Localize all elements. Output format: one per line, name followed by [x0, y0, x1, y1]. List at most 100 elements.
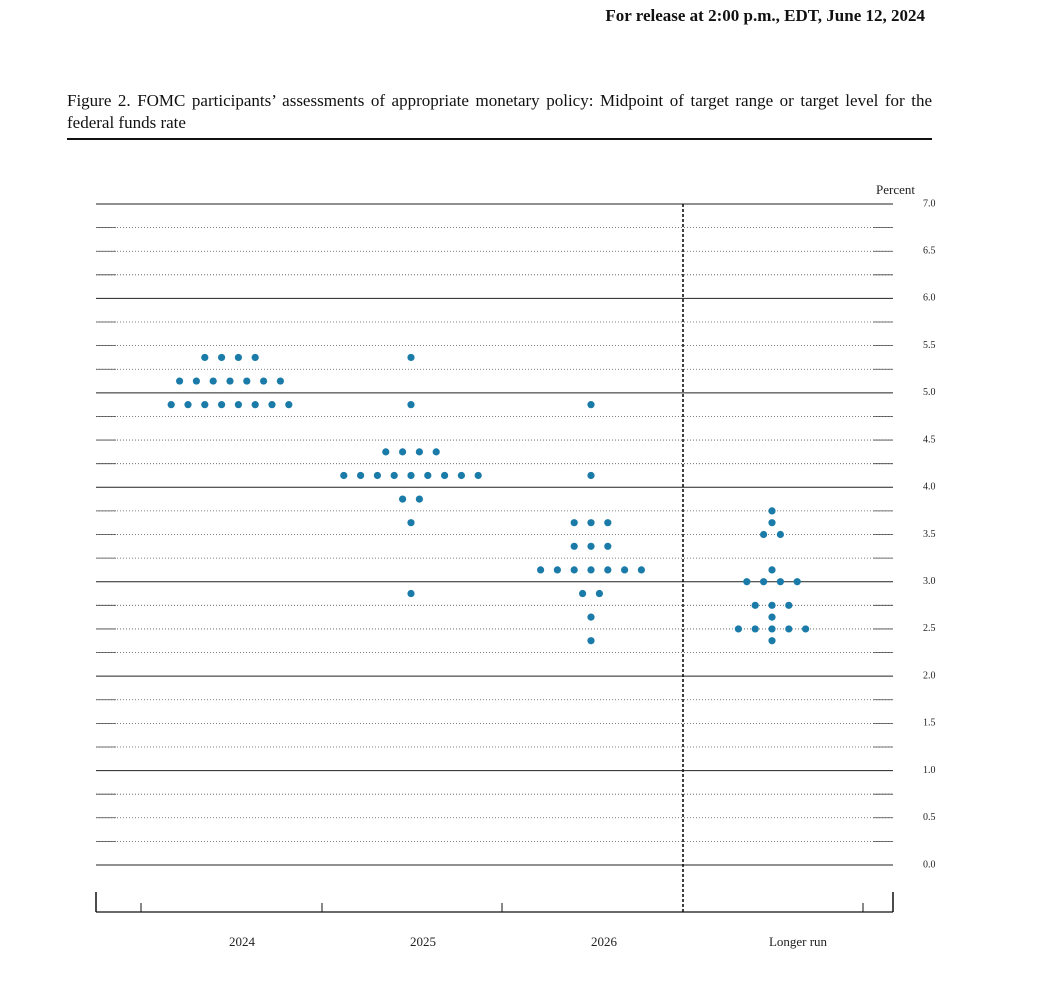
- dot: [743, 578, 751, 586]
- x-tick-label: 2024: [229, 934, 256, 949]
- y-tick-label: 6.0: [923, 293, 936, 304]
- dot: [776, 578, 785, 586]
- y-tick-label: 3.5: [923, 529, 936, 540]
- dot: [209, 377, 217, 385]
- dot: [373, 471, 381, 480]
- dot: [218, 353, 226, 362]
- dot: [587, 613, 595, 621]
- dot: [357, 471, 365, 480]
- dot: [184, 401, 192, 409]
- dot: [751, 625, 759, 633]
- dot: [415, 495, 423, 503]
- dot: [751, 601, 759, 609]
- dot: [407, 471, 415, 480]
- dot: [587, 542, 595, 550]
- y-tick-label: 0.0: [923, 859, 936, 870]
- dot: [234, 401, 242, 409]
- dot: [268, 401, 276, 409]
- dot: [587, 471, 595, 480]
- dot: [587, 637, 595, 645]
- dot: [251, 401, 259, 409]
- dot: [760, 578, 768, 586]
- dot: [415, 448, 423, 456]
- dot: [167, 401, 175, 409]
- dot: [621, 566, 629, 574]
- dot: [176, 377, 184, 385]
- dot: [399, 495, 407, 503]
- dot: [407, 353, 415, 362]
- dot: [553, 566, 562, 574]
- dot: [407, 519, 415, 527]
- dot: [768, 625, 776, 633]
- dot: [407, 589, 415, 598]
- dot: [570, 542, 578, 550]
- dot: [243, 377, 251, 385]
- dot: [793, 578, 801, 586]
- y-tick-label: 5.5: [923, 340, 936, 351]
- dot: [768, 566, 776, 574]
- y-tick-label: 1.5: [923, 718, 936, 729]
- dot: [604, 542, 612, 550]
- x-tick-label: 2026: [591, 934, 618, 949]
- y-tick-label: 4.5: [923, 434, 936, 445]
- dot: [768, 601, 776, 609]
- x-tick-label: 2025: [410, 934, 436, 949]
- y-tick-label: 7.0: [923, 198, 936, 209]
- dot: [432, 448, 440, 456]
- y-tick-label: 5.0: [923, 387, 936, 398]
- dot: [276, 377, 284, 385]
- dot: [340, 471, 348, 480]
- y-tick-label: 2.0: [923, 670, 936, 681]
- y-tick-label: 6.5: [923, 246, 936, 257]
- y-tick-label: 0.5: [923, 812, 936, 823]
- dot: [768, 519, 776, 527]
- dot: [637, 566, 646, 574]
- dot: [441, 471, 449, 480]
- dot: [399, 448, 407, 456]
- dot: [260, 377, 268, 385]
- dot: [457, 471, 465, 480]
- dot: [760, 530, 768, 539]
- dot: [768, 507, 776, 515]
- dot: [537, 566, 545, 574]
- dot: [587, 519, 595, 527]
- dot: [201, 353, 209, 362]
- dot: [192, 377, 200, 385]
- dot: [251, 353, 259, 362]
- release-note: For release at 2:00 p.m., EDT, June 12, …: [605, 6, 925, 25]
- unit-label: Percent: [876, 182, 915, 197]
- dot: [785, 625, 793, 633]
- dot: [579, 589, 587, 598]
- dot: [407, 401, 415, 409]
- y-tick-label: 3.0: [923, 576, 936, 587]
- dot: [587, 401, 595, 409]
- figure-title: Figure 2. FOMC participants’ assessments…: [67, 91, 932, 132]
- dot: [604, 566, 612, 574]
- dot: [604, 519, 612, 527]
- y-tick-label: 1.0: [923, 765, 936, 776]
- dot: [382, 448, 390, 456]
- y-tick-label: 4.0: [923, 482, 936, 493]
- dot: [776, 530, 785, 539]
- dot: [234, 353, 242, 362]
- dot: [595, 589, 604, 598]
- dot: [226, 377, 234, 385]
- y-tick-label: 2.5: [923, 623, 936, 634]
- dot: [218, 401, 226, 409]
- x-tick-label: Longer run: [769, 934, 828, 949]
- dot: [785, 601, 793, 609]
- dot: [802, 625, 810, 633]
- dot: [474, 471, 482, 480]
- dot: [768, 613, 776, 621]
- dot: [285, 401, 293, 409]
- dot: [734, 625, 743, 633]
- dot: [570, 519, 578, 527]
- dot: [768, 637, 776, 645]
- dot: [201, 401, 209, 409]
- dot: [587, 566, 595, 574]
- dot: [570, 566, 578, 574]
- dot: [390, 471, 398, 480]
- dot: [424, 471, 432, 480]
